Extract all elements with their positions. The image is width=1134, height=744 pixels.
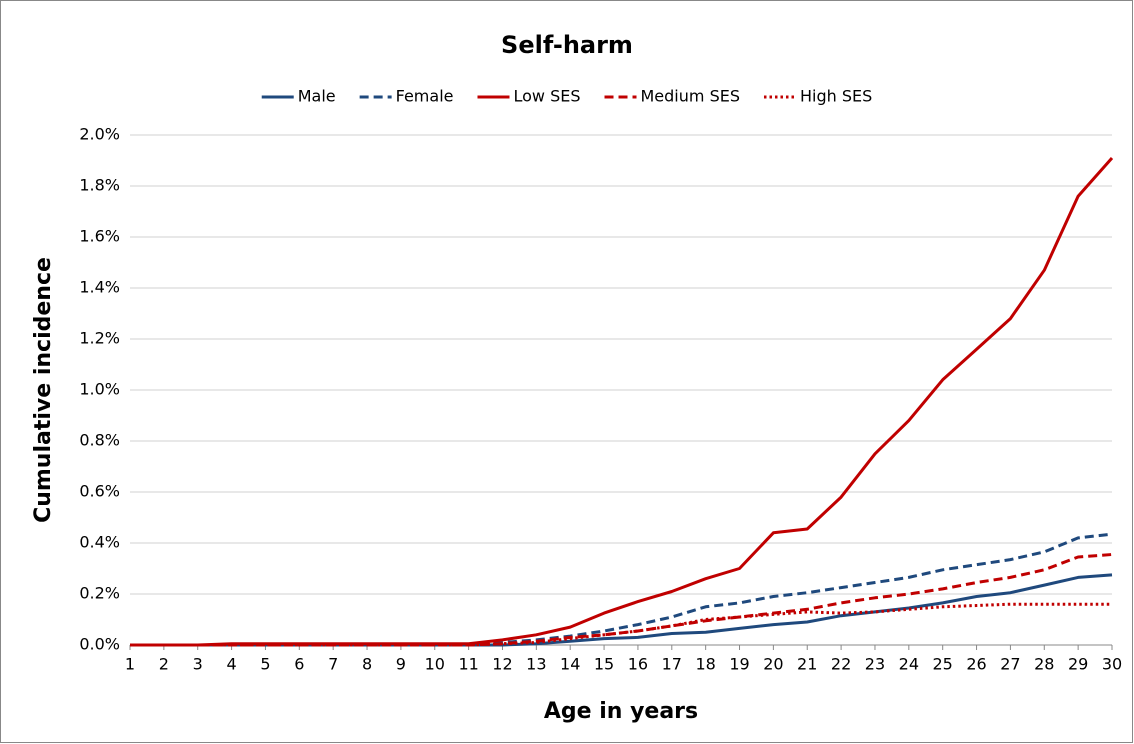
x-tick-label: 30: [1102, 655, 1122, 674]
x-tick-label: 15: [594, 655, 614, 674]
y-tick-label: 0.6%: [79, 482, 120, 501]
x-tick-label: 11: [458, 655, 478, 674]
x-axis-label: Age in years: [544, 699, 698, 724]
y-axis-label: Cumulative incidence: [31, 257, 56, 523]
y-tick-label: 2.0%: [79, 125, 120, 144]
x-tick-label: 28: [1034, 655, 1054, 674]
chart-title: Self-harm: [501, 31, 633, 59]
x-tick-label: 16: [628, 655, 648, 674]
x-tick-label: 22: [831, 655, 851, 674]
legend-label: High SES: [800, 87, 872, 106]
x-tick-label: 14: [560, 655, 580, 674]
y-tick-label: 0.4%: [79, 533, 120, 552]
legend-label: Female: [396, 87, 454, 106]
x-tick-label: 2: [159, 655, 169, 674]
y-tick-label: 0.0%: [79, 635, 120, 654]
y-tick-label: 1.4%: [79, 278, 120, 297]
x-tick-label: 25: [933, 655, 953, 674]
x-tick-label: 3: [193, 655, 203, 674]
legend-label: Male: [298, 87, 336, 106]
series-line: [130, 532, 1113, 647]
legend-label: Low SES: [513, 87, 580, 106]
x-tick-label: 29: [1068, 655, 1088, 674]
series-line: [130, 157, 1114, 647]
x-tick-label: 9: [396, 655, 406, 674]
x-tick-label: 5: [260, 655, 270, 674]
x-tick-label: 1: [125, 655, 135, 674]
y-tick-label: 0.2%: [79, 584, 120, 603]
x-tick-label: 12: [492, 655, 512, 674]
x-tick-label: 21: [797, 655, 817, 674]
x-tick-label: 24: [899, 655, 919, 674]
y-tick-label: 1.8%: [79, 176, 120, 195]
x-tick-label: 17: [662, 655, 682, 674]
x-tick-label: 13: [526, 655, 546, 674]
y-tick-label: 1.2%: [79, 329, 120, 348]
x-tick-label: 20: [763, 655, 783, 674]
y-tick-label: 1.6%: [79, 227, 120, 246]
legend-label: Medium SES: [641, 87, 740, 106]
x-tick-label: 26: [966, 655, 986, 674]
x-tick-label: 23: [865, 655, 885, 674]
x-tick-label: 10: [425, 655, 445, 674]
x-tick-label: 6: [294, 655, 304, 674]
x-tick-label: 19: [729, 655, 749, 674]
y-tick-label: 1.0%: [79, 380, 120, 399]
x-tick-label: 8: [362, 655, 372, 674]
x-tick-label: 4: [226, 655, 236, 674]
y-tick-label: 0.8%: [79, 431, 120, 450]
x-tick-label: 18: [695, 655, 715, 674]
series-line: [130, 602, 1112, 647]
x-tick-label: 7: [328, 655, 338, 674]
x-tick-label: 27: [1000, 655, 1020, 674]
